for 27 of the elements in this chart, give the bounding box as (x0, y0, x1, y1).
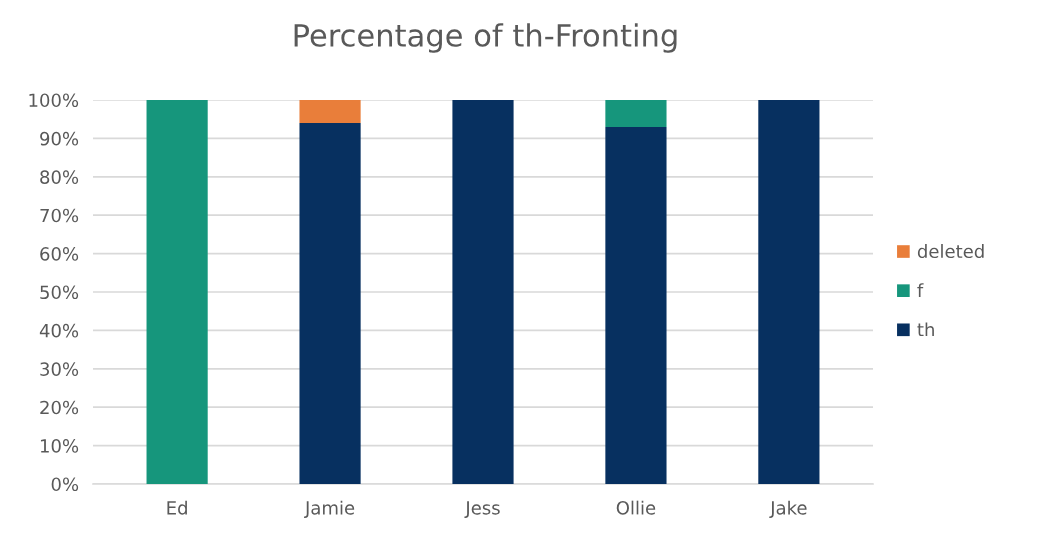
y-tick-label: 90% (40, 131, 79, 146)
y-tick-label: 10% (40, 439, 79, 453)
y-tick-label: 30% (40, 362, 79, 376)
x-tick-label: Ollie (616, 500, 656, 515)
x-tick-label: Ed (167, 500, 187, 515)
legend-label: f (917, 283, 924, 297)
bar (299, 123, 361, 484)
y-tick-label: 80% (40, 170, 79, 184)
x-tick-label: Jake (769, 500, 807, 518)
legend-label: th (917, 322, 934, 337)
chart-title: Percentage of th-Fronting (294, 23, 677, 53)
y-tick-label: 70% (40, 208, 79, 223)
bar (605, 126, 667, 484)
x-tick-label: Jamie (304, 500, 355, 518)
bar (146, 100, 208, 484)
bar (452, 100, 514, 484)
x-tick-label: Jess (464, 501, 500, 518)
y-tick-label: 20% (40, 400, 79, 415)
bar (299, 100, 361, 124)
y-tick-label: 60% (40, 247, 79, 261)
y-tick-label: 0% (51, 477, 79, 492)
bar (605, 100, 667, 127)
y-tick-label: 40% (39, 323, 79, 338)
bar (758, 100, 820, 484)
y-tick-label: 100% (29, 93, 79, 108)
y-tick-label: 50% (40, 285, 79, 300)
legend-label: deleted (917, 244, 984, 259)
